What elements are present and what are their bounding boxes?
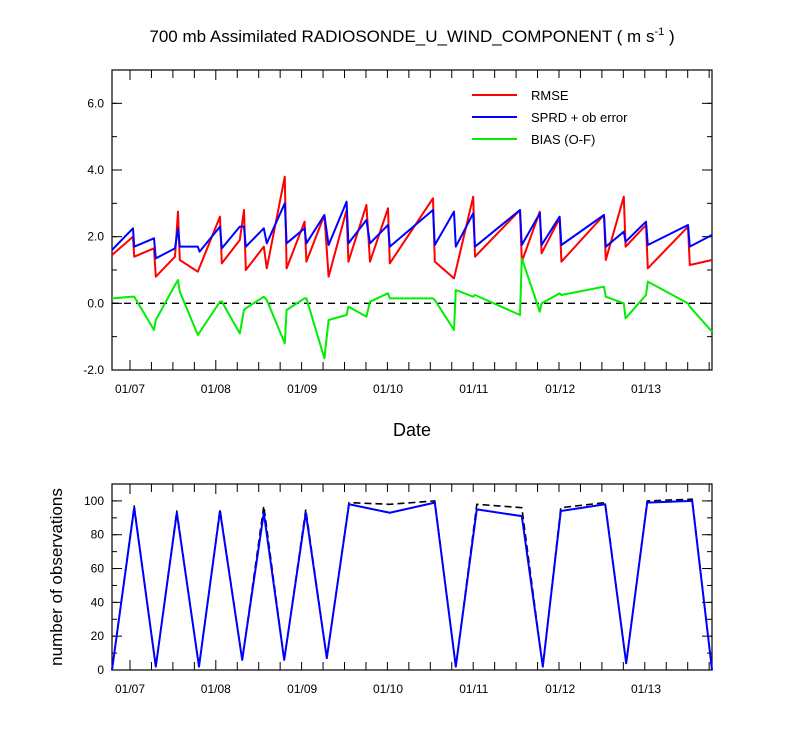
legend-label: BIAS (O-F) bbox=[531, 132, 595, 147]
x-tick-label: 01/08 bbox=[201, 682, 231, 696]
plot-area-top bbox=[111, 69, 713, 371]
x-tick-label: 01/13 bbox=[631, 682, 661, 696]
plot-frame bbox=[111, 483, 713, 671]
axis-ticks-bottom: 0 20 40 60 80 100 01/07 01/08 01/09 01/10 01/11 01/… bbox=[84, 483, 712, 696]
x-tick-label: 01/12 bbox=[545, 682, 575, 696]
x-tick-label: 01/10 bbox=[373, 682, 403, 696]
series-lines-bottom bbox=[111, 498, 713, 671]
x-tick-label: 01/11 bbox=[459, 682, 488, 696]
x-tick-label: 01/07 bbox=[115, 382, 145, 396]
axis-ticks-top: -2.0 0.0 2.0 4.0 6.0 01/07 01/08 01/09 01/10 01/1… bbox=[83, 69, 712, 396]
y-tick-label: 40 bbox=[91, 595, 105, 609]
y-tick-label: 4.0 bbox=[87, 163, 104, 177]
y-tick-label: 60 bbox=[91, 562, 105, 576]
y-tick-label: -2.0 bbox=[83, 363, 104, 377]
plot-frame bbox=[111, 69, 713, 371]
rmse-spread-bias-panel: 700 mb Assimilated RADIOSONDE_U_WIND_COM… bbox=[83, 26, 713, 440]
y-tick-label: 100 bbox=[84, 494, 104, 508]
x-tick-label: 01/10 bbox=[373, 382, 403, 396]
legend: RMSE SPRD + ob error BIAS (O-F) bbox=[472, 88, 628, 147]
legend-label: RMSE bbox=[531, 88, 569, 103]
series-assimilated-line bbox=[111, 499, 713, 671]
y-tick-label: 2.0 bbox=[87, 230, 104, 244]
x-tick-label: 01/07 bbox=[115, 682, 145, 696]
x-tick-label: 01/11 bbox=[459, 382, 488, 396]
y-axis-label: number of observations bbox=[47, 488, 66, 666]
x-tick-label: 01/09 bbox=[287, 382, 317, 396]
x-tick-label: 01/13 bbox=[631, 382, 661, 396]
y-tick-label: 0 bbox=[97, 663, 104, 677]
y-tick-label: 0.0 bbox=[87, 296, 104, 310]
series-lines-top bbox=[111, 175, 713, 360]
series-bias-o-f-line bbox=[111, 257, 713, 360]
y-tick-label: 20 bbox=[91, 629, 105, 643]
x-tick-label: 01/09 bbox=[287, 682, 317, 696]
series-sprd-ob-error-line bbox=[111, 200, 713, 260]
chart-title: 700 mb Assimilated RADIOSONDE_U_WIND_COM… bbox=[149, 26, 674, 46]
x-tick-label: 01/08 bbox=[201, 382, 231, 396]
legend-label: SPRD + ob error bbox=[531, 110, 628, 125]
plot-area-bottom bbox=[111, 483, 713, 671]
y-tick-label: 6.0 bbox=[87, 96, 104, 110]
x-tick-label: 01/12 bbox=[545, 382, 575, 396]
y-tick-label: 80 bbox=[91, 528, 105, 542]
observation-count-panel: 0 20 40 60 80 100 01/07 01/08 01/09 01/10 01/11 01/… bbox=[47, 483, 713, 696]
x-axis-label: Date bbox=[393, 420, 431, 440]
